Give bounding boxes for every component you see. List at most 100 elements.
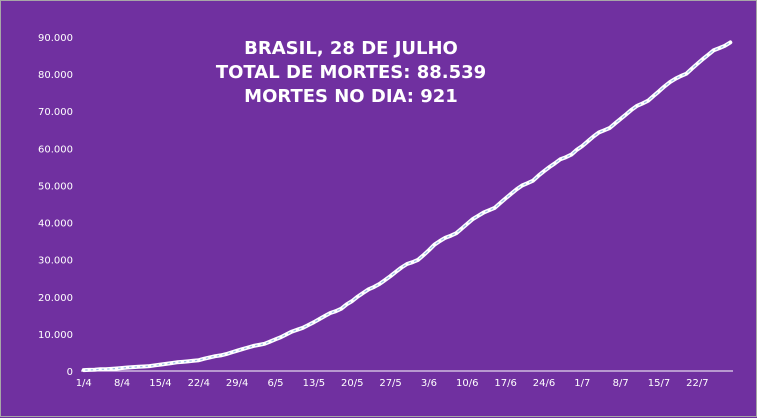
data-point: [197, 358, 201, 362]
data-point: [142, 364, 146, 369]
data-point: [98, 367, 102, 371]
data-point: [323, 314, 327, 318]
data-point: [597, 130, 601, 135]
data-point: [147, 364, 152, 368]
data-point: [120, 366, 124, 370]
x-tick-label: 24/6: [533, 378, 555, 389]
data-point: [246, 345, 250, 350]
data-point: [613, 121, 617, 125]
data-point: [525, 181, 530, 185]
x-tick-label: 22/7: [686, 378, 708, 389]
x-tick-label: 1/7: [574, 378, 590, 389]
data-point: [257, 343, 261, 347]
data-point: [723, 44, 727, 48]
y-tick-label: 20.000: [38, 293, 73, 304]
data-point: [536, 174, 541, 178]
data-point: [186, 359, 190, 364]
data-point: [438, 239, 442, 243]
y-tick-label: 70.000: [38, 107, 73, 118]
data-point: [443, 236, 447, 240]
data-point: [405, 262, 409, 266]
y-tick-label: 0: [67, 367, 73, 378]
data-point: [471, 217, 475, 221]
data-point: [635, 104, 639, 108]
data-point: [701, 57, 705, 61]
title-line-3: MORTES NO DIA: 921: [244, 86, 458, 107]
data-point: [235, 349, 239, 353]
data-point: [104, 367, 108, 371]
x-tick-label: 20/5: [341, 378, 363, 389]
data-point: [712, 48, 716, 52]
data-point: [651, 94, 656, 98]
x-tick-label: 13/5: [303, 378, 325, 389]
data-point: [432, 243, 436, 247]
data-point: [454, 231, 458, 235]
data-point: [378, 282, 382, 286]
data-point: [487, 208, 491, 212]
y-tick-label: 10.000: [38, 330, 73, 341]
y-tick-label: 30.000: [38, 256, 73, 267]
data-point: [619, 117, 623, 121]
data-point: [679, 74, 683, 78]
data-point: [191, 359, 195, 363]
title-line-2: TOTAL DE MORTES: 88.539: [216, 62, 486, 83]
data-point: [153, 363, 157, 367]
data-point: [586, 139, 590, 143]
data-point: [262, 342, 267, 346]
data-point: [624, 112, 628, 116]
data-point: [317, 317, 321, 321]
x-tick-label: 29/4: [226, 378, 248, 389]
y-tick-label: 60.000: [38, 144, 73, 155]
data-point: [514, 187, 519, 191]
data-points: [82, 40, 732, 372]
y-tick-label: 50.000: [38, 181, 73, 192]
data-point: [306, 323, 310, 327]
data-point: [547, 165, 552, 169]
y-tick-label: 90.000: [38, 33, 73, 44]
title-line-1: BRASIL, 28 DE JULHO: [244, 38, 458, 59]
data-point: [394, 270, 398, 274]
x-tick-label: 17/6: [494, 378, 516, 389]
y-tick-label: 80.000: [38, 70, 73, 81]
data-point: [328, 311, 332, 315]
data-point: [498, 201, 502, 205]
data-point: [416, 258, 420, 262]
data-point: [290, 329, 294, 334]
data-point: [482, 210, 486, 215]
data-point: [383, 278, 387, 282]
data-point: [531, 179, 535, 183]
data-point: [367, 287, 371, 291]
x-tick-label: 8/4: [114, 378, 130, 389]
data-point: [427, 248, 431, 252]
data-point: [345, 302, 349, 306]
x-tick-label: 15/7: [648, 378, 670, 389]
data-point: [295, 328, 300, 332]
data-point: [449, 234, 453, 238]
data-point: [558, 157, 563, 161]
data-point: [251, 344, 256, 348]
data-point: [504, 196, 508, 200]
data-point: [115, 366, 119, 371]
data-point: [301, 326, 305, 330]
data-point: [169, 361, 174, 365]
data-point: [580, 144, 584, 148]
data-point: [241, 347, 245, 351]
data-point: [175, 360, 179, 364]
data-point: [164, 362, 168, 366]
x-tick-label: 10/6: [456, 378, 478, 389]
data-point: [668, 80, 672, 84]
data-point: [657, 89, 661, 93]
data-point: [339, 307, 343, 311]
data-point: [268, 340, 272, 344]
data-point: [662, 84, 667, 89]
x-tick-label: 3/6: [421, 378, 437, 389]
data-point: [125, 365, 130, 370]
y-axis-ticks: 0 10.000 20.000 30.000 40.000 50.000 60.000 70.…: [38, 33, 73, 378]
data-point: [630, 108, 634, 112]
data-point: [334, 309, 338, 313]
x-tick-label: 6/5: [267, 378, 283, 389]
data-point: [684, 72, 689, 76]
data-point: [706, 53, 710, 57]
data-point: [690, 66, 694, 71]
